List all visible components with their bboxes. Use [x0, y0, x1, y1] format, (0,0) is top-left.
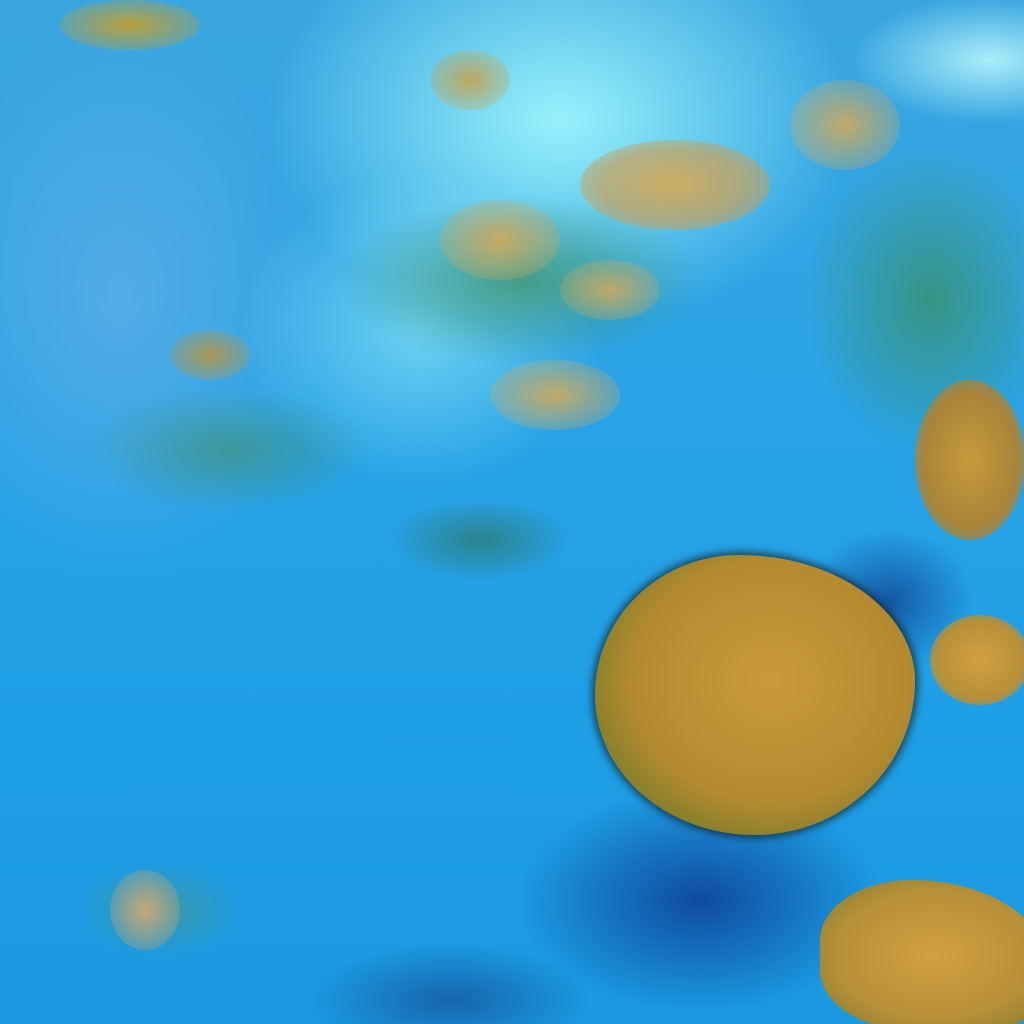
cloud-cluster-right-lower: [930, 615, 1024, 705]
cloud-patch: [560, 260, 660, 320]
cloud-patch: [790, 80, 900, 170]
cloud-patch: [170, 330, 250, 380]
cloud-patch-top-left: [60, 0, 200, 50]
cloud-patch: [440, 200, 560, 280]
cloud-patch-north: [580, 140, 770, 230]
convective-cloud-bottom-right: [820, 880, 1024, 1024]
cloud-patch: [490, 360, 620, 430]
convective-cloud-large: [595, 555, 915, 835]
cloud-patch: [110, 870, 180, 950]
cloud-cluster-right: [915, 380, 1024, 540]
cloud-patch: [430, 50, 510, 110]
